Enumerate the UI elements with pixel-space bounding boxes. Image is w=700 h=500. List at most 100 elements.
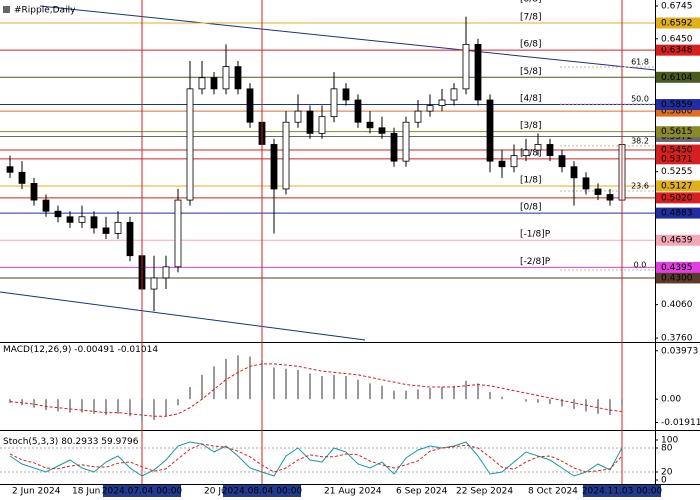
candle-body xyxy=(90,216,98,229)
price-tag-label: 0.5127 xyxy=(661,181,693,191)
candle-body xyxy=(606,194,614,201)
murray-label: [3/8] xyxy=(520,121,542,131)
candle-body xyxy=(114,221,122,234)
candle-body xyxy=(150,277,158,290)
candle-body xyxy=(234,66,242,90)
candle-body xyxy=(306,110,314,134)
candle-body xyxy=(282,121,290,190)
candle-body xyxy=(510,155,518,168)
candle-body xyxy=(54,210,62,218)
price-tag xyxy=(656,234,700,246)
indicator-value: -0.00491 xyxy=(74,345,114,355)
x-tick-label: 2 Jun 2024 xyxy=(12,487,61,497)
y-tick-label: 80 xyxy=(661,444,673,454)
price-tag-label: 0.5450 xyxy=(661,146,693,156)
murray-label: [-2/8]P xyxy=(520,257,551,267)
murray-label: [2/8] xyxy=(520,148,542,158)
candle-body xyxy=(342,88,350,101)
price-tag xyxy=(656,99,700,111)
indicator-title: Stoch(5,3,3) 80.2933 59.9796 xyxy=(3,437,139,447)
indicator-line xyxy=(9,441,623,477)
indicator-title: MACD(12,26,9) -0.00491 -0.01014 xyxy=(3,345,158,355)
murray-label: [4/8] xyxy=(520,94,542,104)
price-tag xyxy=(656,144,700,156)
price-tag-label: 0.6592 xyxy=(661,19,693,29)
y-tick-label: -0.01911 xyxy=(661,418,700,428)
chart-title: #Ripple,Daily xyxy=(14,6,76,16)
x-tick-label: 2024.08.04 00:00 xyxy=(222,487,303,497)
candle-body xyxy=(66,216,74,223)
candle-body xyxy=(582,177,590,190)
candle-body xyxy=(390,132,398,162)
price-tag xyxy=(656,192,700,204)
x-tick-label: 18 Jun 2024 xyxy=(72,487,126,497)
candle-body xyxy=(198,77,206,90)
price-tag-label: 0.5371 xyxy=(661,154,693,164)
murray-label: [-1/8]P xyxy=(520,230,551,240)
x-tick-label: 2024.07.04 00:00 xyxy=(102,487,183,497)
indicator-value: 80.2933 xyxy=(61,437,98,447)
candle-body xyxy=(474,43,482,101)
indicator-line xyxy=(9,363,623,417)
price-tag xyxy=(656,180,700,192)
candle-body xyxy=(162,266,170,279)
candle-body xyxy=(426,105,434,112)
y-tick-label: 0.6450 xyxy=(661,34,693,44)
candle-body xyxy=(534,144,542,151)
x-tick-label: 21 Aug 2024 xyxy=(324,487,382,497)
date-highlight xyxy=(103,485,181,497)
price-tag xyxy=(656,71,700,83)
menu-icon[interactable] xyxy=(3,6,10,13)
candle-body xyxy=(378,127,386,134)
candle-body xyxy=(294,110,302,123)
candle-body xyxy=(438,99,446,106)
indicator-line xyxy=(9,443,623,473)
candle-body xyxy=(126,221,134,257)
candle-body xyxy=(546,144,554,156)
candle-body xyxy=(186,88,194,201)
fib-label: 23.6 xyxy=(631,181,649,190)
candle-body xyxy=(18,171,26,184)
price-tag-label: 0.5800 xyxy=(661,107,693,117)
y-tick-label: 100 xyxy=(661,436,678,446)
murray-label: [5/8] xyxy=(520,67,542,77)
y-tick-label: 0.00 xyxy=(661,395,681,405)
price-tag-label: 0.5020 xyxy=(661,193,693,203)
indicator-value: -0.01014 xyxy=(118,345,159,355)
candle-body xyxy=(330,88,338,118)
candle-body xyxy=(450,88,458,101)
x-tick-label: 6 Sep 2024 xyxy=(396,487,448,497)
candle-body xyxy=(354,99,362,123)
fib-label: 61.8 xyxy=(631,57,649,66)
y-tick-label: 0.3760 xyxy=(661,334,693,344)
price-tag xyxy=(656,44,700,56)
fib-label: 50.0 xyxy=(631,94,649,103)
candle-body xyxy=(486,99,494,162)
price-tag-label: 0.6348 xyxy=(661,46,693,56)
x-tick-label: 2024.11.03 00:00 xyxy=(582,487,663,497)
price-tag-label: 0.4883 xyxy=(661,209,693,219)
price-tag xyxy=(656,153,700,165)
candle-body xyxy=(222,66,230,90)
date-highlight xyxy=(223,485,301,497)
y-tick-label: 0 xyxy=(661,476,667,486)
candle-body xyxy=(522,149,530,156)
candle-body xyxy=(78,216,86,223)
y-tick-label: 20 xyxy=(661,468,673,478)
price-tag-label: 0.5859 xyxy=(661,100,693,110)
price-tag-label: 0.4300 xyxy=(661,273,693,283)
candle-body xyxy=(102,227,110,234)
candle-body xyxy=(570,166,578,179)
price-tag-label: 0.6104 xyxy=(661,73,693,83)
candle-body xyxy=(462,43,470,90)
price-tag-label: 0.4395 xyxy=(661,263,693,273)
price-tag xyxy=(656,126,700,138)
y-tick-label: 0.4060 xyxy=(661,300,693,310)
candle-body xyxy=(42,199,50,212)
candle-body xyxy=(318,116,326,134)
y-tick-label: 0.5255 xyxy=(661,167,693,177)
fib-label: 38.2 xyxy=(631,136,649,145)
price-tag xyxy=(656,105,700,117)
candle-body xyxy=(558,155,566,168)
